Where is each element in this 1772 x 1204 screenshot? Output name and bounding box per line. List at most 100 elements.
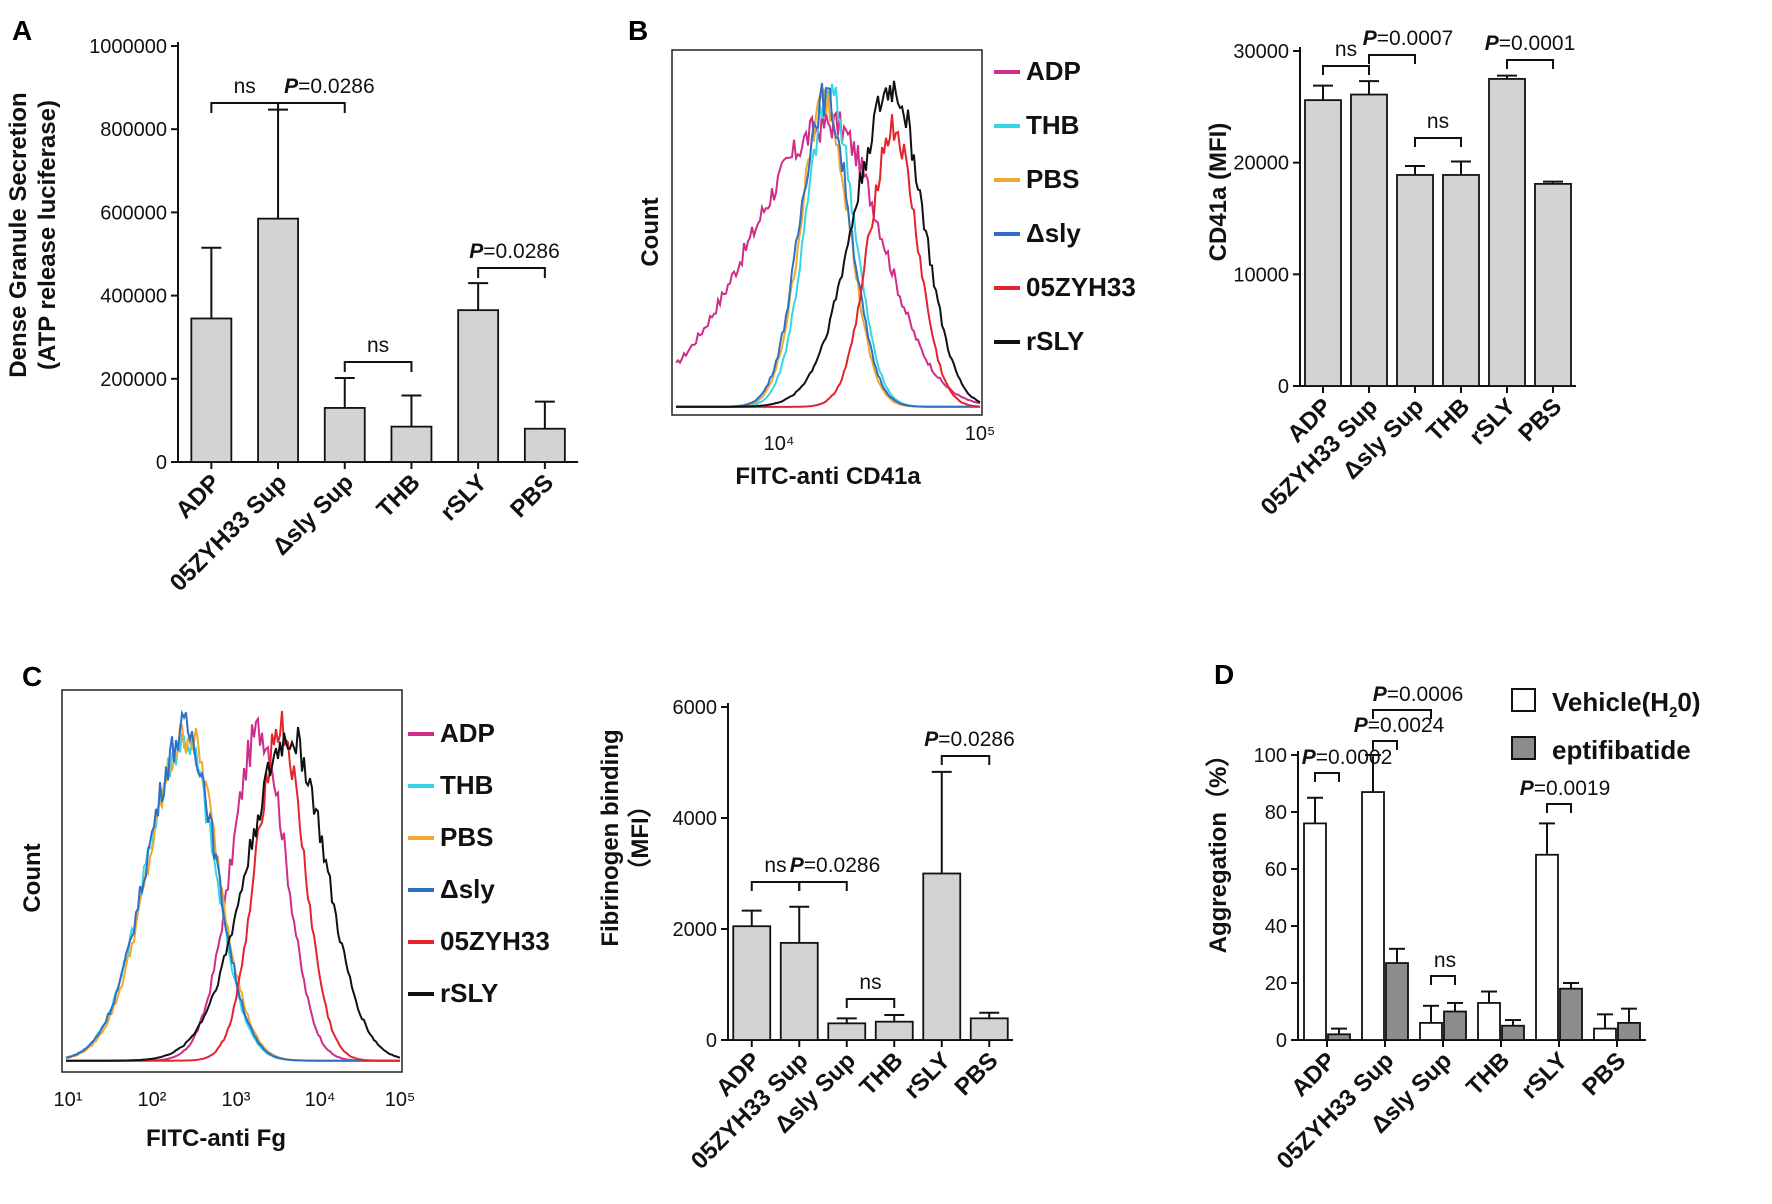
panel-label-c: C bbox=[22, 661, 42, 692]
panel-a-ytick-label: 1000000 bbox=[89, 36, 167, 58]
panel-d-significance-label: P=0.0006 bbox=[1373, 683, 1464, 706]
panel-b-bar-significance-label: P=0.0007 bbox=[1363, 27, 1454, 50]
panel-b: B Count FITC-anti CD41a 10⁴ 10⁵ ADP THB PB… bbox=[628, 15, 1136, 490]
panel-a-category-label: 05ZYH33 Sup bbox=[165, 469, 293, 597]
panel-d-ytick-label: 80 bbox=[1265, 802, 1287, 824]
panel-c-xtick-5: 10⁵ bbox=[385, 1089, 416, 1111]
legend-swatch-eptifibatide bbox=[1511, 736, 1536, 760]
B-curves-curve-thb bbox=[676, 83, 980, 408]
panel-d-ytick-label: 60 bbox=[1265, 859, 1287, 881]
panel-b-bar-significance-label: P=0.0001 bbox=[1485, 32, 1576, 55]
legend-label-adp: ADP bbox=[440, 718, 495, 748]
panel-b-bar-category-label: PBS bbox=[1513, 393, 1567, 447]
panel-c-bar-significance-bracket bbox=[940, 755, 991, 765]
panel-a-bar bbox=[257, 217, 299, 463]
panel-c-ylabel: Count bbox=[19, 843, 46, 912]
legend-label-rsly: rSLY bbox=[1026, 326, 1084, 356]
panel-a-significance-label: ns bbox=[234, 75, 256, 98]
panel-b-bar-bar bbox=[1488, 78, 1526, 387]
panel-b-bar-ytick-label: 10000 bbox=[1233, 264, 1289, 286]
panel-b-xlabel: FITC-anti CD41a bbox=[735, 463, 921, 490]
panel-b-xtick-1: 10⁴ bbox=[764, 433, 795, 455]
legend-label-adp: ADP bbox=[1026, 56, 1081, 86]
panel-b-bar-ytick-label: 0 bbox=[1278, 376, 1289, 398]
panel-b-frame bbox=[671, 49, 983, 416]
panel-b-bar: CD41a (MFI) 0 10000 20000 30000 ns P=0.0007 ns… bbox=[1205, 27, 1576, 521]
legend-label-05zyh33: 05ZYH33 bbox=[440, 926, 550, 956]
panel-c-bar-category-label: PBS bbox=[949, 1047, 1003, 1101]
panel-b-bar-category-label: rSLY bbox=[1464, 393, 1521, 450]
panel-b-bar-significance-label: ns bbox=[1335, 38, 1357, 61]
panel-d-category-label: PBS bbox=[1577, 1047, 1631, 1101]
panel-d-bar-eptifibatide bbox=[1443, 1010, 1467, 1041]
panel-c-bar-bar bbox=[827, 1022, 867, 1041]
panel-d: D Aggregation（%） Vehicle(H20) eptifibati… bbox=[1205, 659, 1701, 1175]
panel-d-bar-vehicle bbox=[1535, 853, 1559, 1041]
panel-b-bar-significance-bracket bbox=[1322, 65, 1370, 75]
B-curves-curve-pbs bbox=[676, 88, 980, 408]
panel-c-xtick-1: 10¹ bbox=[54, 1089, 83, 1111]
panel-b-bar-ylabel: CD41a (MFI) bbox=[1205, 123, 1232, 262]
panel-a-significance-label: P=0.0286 bbox=[469, 240, 560, 263]
panel-c-bar-significance-label: ns bbox=[859, 971, 881, 994]
panel-c-xtick-4: 10⁴ bbox=[305, 1089, 336, 1111]
panel-d-bar-vehicle bbox=[1419, 1022, 1443, 1041]
panel-d-significance-label: ns bbox=[1434, 949, 1456, 972]
panel-b-bar-significance-bracket bbox=[1368, 54, 1416, 64]
panel-c-bar-bar bbox=[874, 1020, 914, 1041]
panel-c: C Count FITC-anti Fg 10¹ 10² 10³ 10⁴ 10⁵… bbox=[19, 661, 550, 1152]
panel-b-bar-significance-bracket bbox=[1506, 59, 1554, 69]
panel-a-category-label: PBS bbox=[505, 469, 559, 523]
panel-a-bar bbox=[457, 309, 500, 463]
panel-b-bar-significance-label: ns bbox=[1427, 110, 1449, 133]
panel-c-bar-ytick-label: 4000 bbox=[673, 808, 718, 830]
panel-a-bar bbox=[190, 317, 233, 463]
legend-label-dsly: Δsly bbox=[1026, 218, 1081, 248]
C-curves-curve-rsly bbox=[66, 726, 401, 1062]
panel-d-category-label: THB bbox=[1461, 1047, 1515, 1101]
panel-a-significance-label: P=0.0286 bbox=[284, 75, 375, 98]
panel-c-bar-bar bbox=[779, 941, 819, 1041]
panel-a-significance-bracket bbox=[277, 102, 346, 113]
legend-label-rsly: rSLY bbox=[440, 978, 498, 1008]
panel-a-category-label: rSLY bbox=[435, 469, 492, 526]
panel-c-bar-ylabel: Fibrinogen binding （MFI） bbox=[597, 729, 654, 946]
panel-d-significance-bracket bbox=[1372, 740, 1398, 750]
panel-c-bar-significance-bracket bbox=[845, 998, 896, 1008]
panel-b-bar-bar bbox=[1534, 182, 1572, 387]
C-curves-curve-dsly bbox=[65, 709, 400, 1062]
panel-d-bar-vehicle bbox=[1303, 822, 1327, 1041]
panel-d-ytick-label: 100 bbox=[1254, 745, 1287, 767]
panel-c-bar-ytick-label: 6000 bbox=[673, 697, 718, 719]
panel-c-bar-significance-label: ns bbox=[764, 854, 786, 877]
panel-d-bar-vehicle bbox=[1361, 791, 1385, 1041]
B-curves-curve-adp bbox=[675, 110, 981, 405]
legend-label-dsly: Δsly bbox=[440, 874, 495, 904]
panel-d-significance-bracket bbox=[1430, 975, 1456, 985]
panel-c-bar-ylabel-2: （MFI） bbox=[627, 793, 654, 882]
panel-a-category-label: THB bbox=[372, 469, 426, 523]
panel-c-bar-ytick-label: 2000 bbox=[673, 919, 718, 941]
panel-c-bar-significance-bracket bbox=[798, 881, 848, 891]
panel-a-ylabel-2: (ATP release luciferase) bbox=[34, 100, 61, 370]
panel-c-bar-significance-label: P=0.0286 bbox=[790, 854, 881, 877]
panel-c-xtick-3: 10³ bbox=[222, 1089, 251, 1111]
panel-c-bar-bar bbox=[969, 1017, 1009, 1041]
panel-a-ytick-label: 800000 bbox=[100, 119, 167, 141]
panel-a-significance-label: ns bbox=[367, 334, 389, 357]
legend-label-pbs: PBS bbox=[440, 822, 493, 852]
legend-swatch-vehicle bbox=[1511, 688, 1536, 712]
panel-d-bar-eptifibatide bbox=[1327, 1033, 1351, 1041]
panel-d-category-label: rSLY bbox=[1516, 1047, 1573, 1104]
panel-c-bar-bar bbox=[732, 925, 772, 1041]
panel-a: A Dense Granule Secretion (ATP release l… bbox=[5, 15, 579, 597]
panel-b-xtick-2: 10⁵ bbox=[965, 423, 996, 445]
panel-d-bar-eptifibatide bbox=[1385, 962, 1409, 1041]
panel-a-significance-bracket bbox=[477, 267, 546, 278]
panel-a-ytick-label: 200000 bbox=[100, 369, 167, 391]
panel-a-bar bbox=[323, 407, 366, 463]
panel-d-significance-label: P=0.0019 bbox=[1520, 777, 1611, 800]
panel-d-ytick-label: 0 bbox=[1276, 1030, 1287, 1052]
legend-label-thb: THB bbox=[1026, 110, 1079, 140]
